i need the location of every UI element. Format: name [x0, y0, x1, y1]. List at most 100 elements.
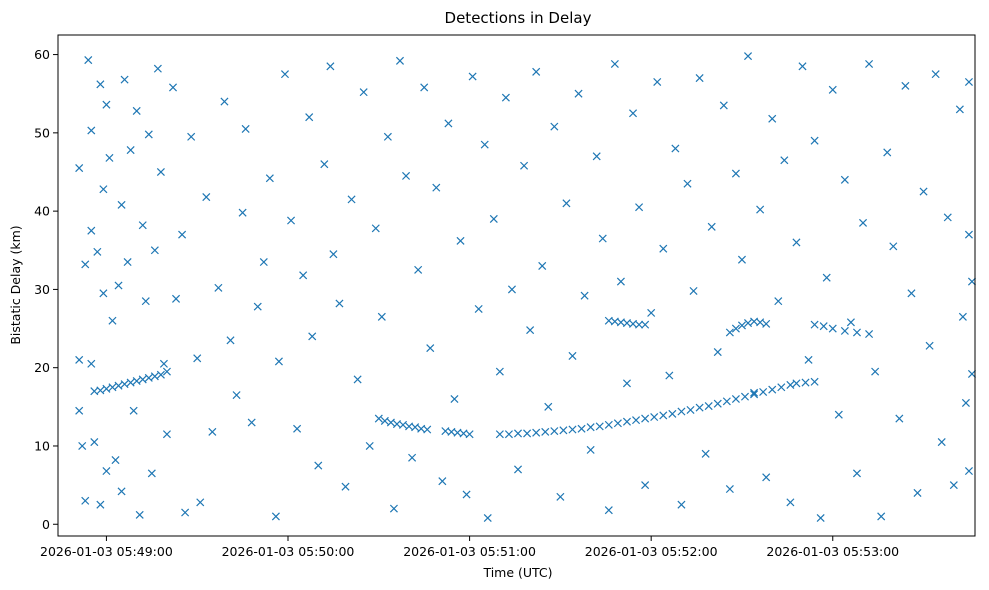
scatter-point: [598, 234, 607, 243]
scatter-point: [386, 418, 395, 427]
scatter-point: [144, 373, 153, 382]
scatter-point: [743, 319, 753, 328]
scatter-point: [532, 67, 541, 76]
scatter-point: [840, 175, 849, 184]
scatter-point: [147, 469, 156, 478]
scatter-point: [123, 257, 132, 267]
scatter-point: [577, 424, 586, 433]
scatter-point: [81, 496, 90, 505]
scatter-point: [84, 56, 93, 65]
scatter-point: [241, 124, 250, 133]
scatter-point: [810, 136, 819, 145]
scatter-point: [138, 375, 147, 384]
scatter-point: [96, 386, 105, 395]
scatter-point: [759, 387, 768, 396]
scatter-point: [102, 467, 111, 476]
scatter-point: [677, 407, 686, 416]
scatter-point: [858, 218, 868, 227]
scatter-point: [792, 238, 801, 247]
scatter-point: [628, 109, 638, 118]
scatter-point: [126, 146, 135, 155]
scatter-point: [901, 81, 910, 90]
scatter-point: [395, 56, 405, 65]
scatter-point: [120, 380, 129, 389]
scatter-point: [686, 405, 695, 414]
y-tick-label: 0: [42, 517, 50, 532]
scatter-point: [389, 504, 398, 513]
scatter-point: [852, 469, 861, 478]
scatter-point: [713, 399, 722, 408]
scatter-point: [99, 289, 108, 298]
scatter-point: [964, 467, 973, 476]
scatter-point: [834, 410, 843, 419]
y-tick-label: 20: [34, 360, 50, 375]
scatter-point: [75, 406, 84, 415]
scatter-point: [501, 93, 510, 102]
scatter-point: [704, 402, 713, 411]
scatter-point: [335, 299, 344, 308]
scatter-point: [955, 105, 964, 114]
scatter-point: [214, 283, 223, 292]
scatter-point: [737, 321, 746, 330]
scatter-point: [610, 59, 619, 68]
scatter-point: [293, 424, 302, 433]
scatter-point: [102, 100, 111, 109]
scatter-point: [523, 429, 532, 438]
scatter-point: [659, 411, 668, 420]
scatter-point: [774, 297, 783, 306]
scatter-point: [114, 381, 123, 390]
scatter-point: [468, 72, 477, 81]
scatter-point: [78, 441, 87, 451]
scatter-point: [740, 392, 750, 401]
scatter-point: [931, 70, 940, 79]
scatter-point: [822, 273, 831, 282]
scatter-point: [159, 359, 168, 368]
y-tick-label: 60: [34, 47, 50, 62]
scatter-point: [111, 456, 120, 465]
scatter-point: [274, 357, 283, 366]
scatter-point: [750, 390, 759, 399]
scatter-point: [141, 297, 150, 306]
scatter-point: [271, 512, 280, 521]
scatter-point: [314, 461, 323, 470]
scatter-point: [762, 473, 771, 482]
scatter-point: [852, 328, 861, 337]
scatter-point: [247, 418, 256, 427]
scatter-point: [731, 394, 740, 404]
scatter-point: [150, 372, 159, 381]
scatter-point: [126, 378, 135, 387]
scatter-point: [305, 113, 314, 122]
scatter-point: [365, 441, 374, 451]
chart-title: Detections in Delay: [445, 9, 592, 27]
scatter-point: [187, 132, 196, 141]
y-axis: 0 10 20 30 40 50 60: [34, 47, 58, 532]
scatter-point: [801, 378, 810, 387]
scatter-point: [144, 130, 153, 139]
scatter-point: [556, 492, 565, 501]
scatter-point: [402, 171, 411, 180]
scatter-point: [964, 77, 973, 86]
scatter-point: [117, 200, 126, 209]
scatter-point: [671, 144, 680, 153]
scatter-point: [423, 425, 432, 434]
scatter-point: [613, 419, 622, 428]
scatter-point: [677, 500, 686, 509]
scatter-point: [108, 316, 117, 325]
scatter-point: [665, 371, 674, 380]
scatter-point: [507, 285, 516, 294]
scatter-point: [641, 320, 650, 329]
scatter-point: [595, 422, 604, 431]
scatter-point: [280, 70, 290, 79]
scatter-point: [650, 412, 659, 422]
scatter-point: [444, 119, 453, 128]
scatter-point: [798, 62, 807, 71]
x-tick-label: 2026-01-03 05:49:00: [40, 544, 173, 559]
scatter-point: [604, 506, 613, 515]
scatter-point: [877, 512, 886, 521]
scatter-point: [641, 481, 650, 490]
scatter-point: [804, 355, 813, 364]
scatter-point: [162, 367, 171, 376]
scatter-point: [377, 312, 386, 321]
scatter-point: [707, 222, 716, 231]
scatter-point: [320, 160, 329, 169]
